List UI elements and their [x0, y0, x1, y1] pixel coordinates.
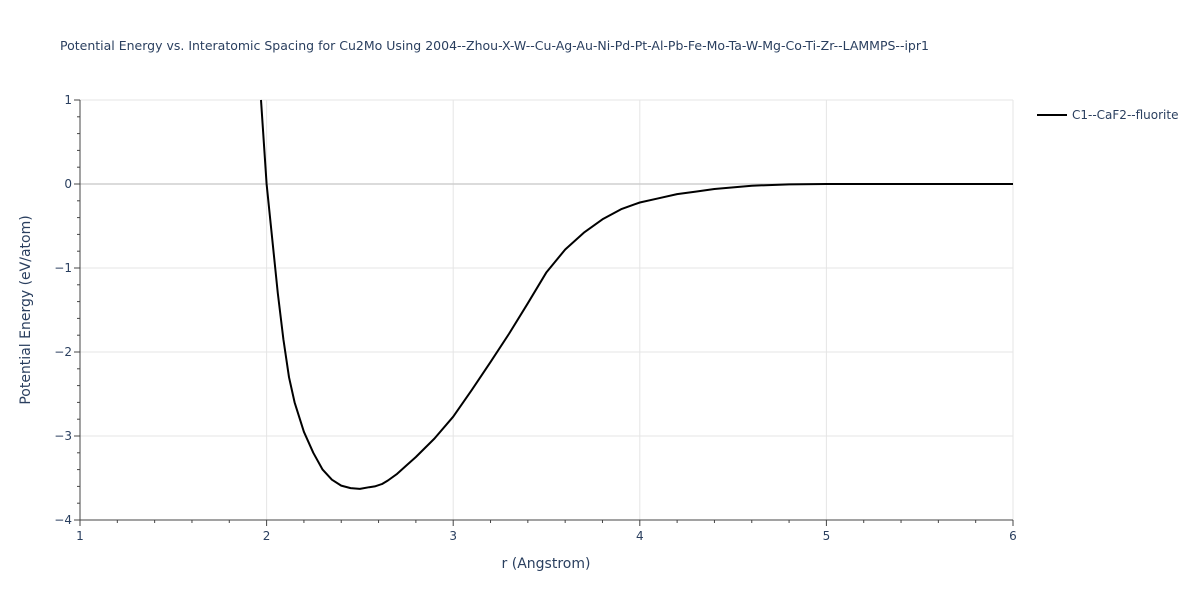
x-tick-label: 4 — [636, 529, 644, 543]
x-axis-title: r (Angstrom) — [502, 556, 591, 572]
y-tick-label: −2 — [54, 345, 72, 359]
grid — [80, 99, 1014, 520]
x-tick-labels: 1 2 3 4 5 6 — [76, 529, 1017, 543]
y-tick-label: 1 — [64, 93, 72, 107]
y-tick-label: −4 — [54, 513, 72, 527]
x-tick-label: 6 — [1009, 529, 1017, 543]
x-tick-label: 2 — [263, 529, 271, 543]
axes — [74, 99, 1014, 526]
series-group — [260, 99, 1013, 490]
y-tick-label: −1 — [54, 261, 72, 275]
x-tick-label: 1 — [76, 529, 84, 543]
legend-label[interactable]: C1--CaF2--fluorite — [1072, 108, 1178, 122]
y-tick-label: −3 — [54, 429, 72, 443]
x-tick-label: 3 — [449, 529, 457, 543]
y-axis-title: Potential Energy (eV/atom) — [18, 215, 34, 404]
legend[interactable]: C1--CaF2--fluorite — [1037, 108, 1178, 122]
series-line — [260, 99, 1013, 490]
y-tick-label: 0 — [64, 177, 72, 191]
x-tick-label: 5 — [823, 529, 831, 543]
chart-title: Potential Energy vs. Interatomic Spacing… — [60, 38, 929, 53]
y-tick-labels: 1 0 −1 −2 −3 −4 — [54, 93, 72, 527]
